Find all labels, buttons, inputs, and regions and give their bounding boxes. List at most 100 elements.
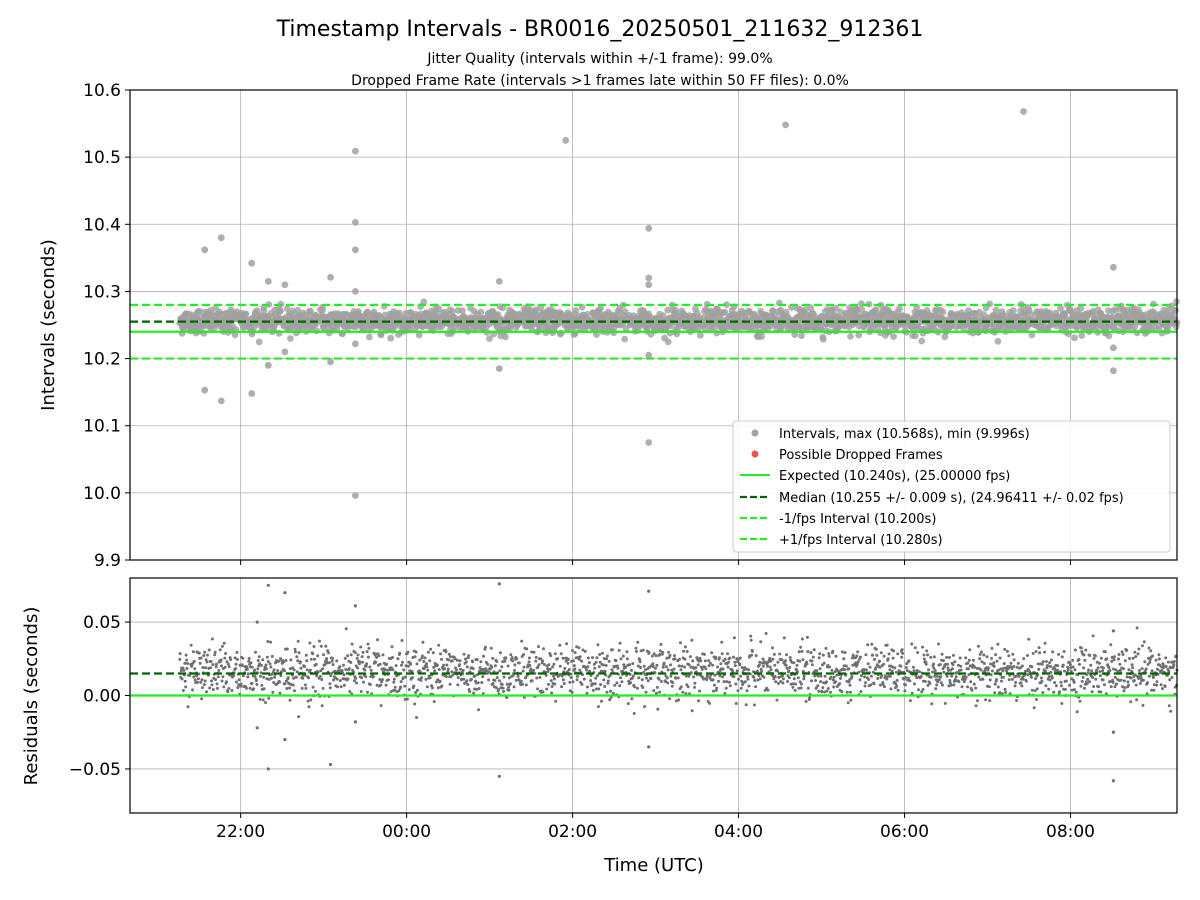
residual-point <box>771 646 774 650</box>
residual-point <box>237 678 241 682</box>
residual-point <box>269 665 273 669</box>
residual-point <box>595 674 599 678</box>
residual-point <box>677 664 681 668</box>
residual-point <box>1119 678 1123 682</box>
residual-point <box>276 669 280 673</box>
residual-point <box>325 657 329 661</box>
residual-point <box>711 678 715 682</box>
residual-point <box>551 665 555 669</box>
residual-point <box>605 654 609 658</box>
interval-point <box>365 333 373 341</box>
bottom-panel-y-axis-label: Residuals (seconds) <box>21 607 42 786</box>
residual-point <box>654 654 658 658</box>
residual-point <box>685 650 689 653</box>
legend-entry-dropped: Possible Dropped Frames <box>779 448 943 463</box>
residual-point <box>945 674 949 678</box>
residual-point <box>977 675 981 679</box>
residual-point <box>437 668 441 671</box>
interval-point <box>721 308 729 316</box>
residual-point <box>495 660 499 663</box>
residual-point <box>577 646 581 650</box>
residual-point <box>415 716 418 719</box>
residual-point <box>1163 685 1167 688</box>
residual-point <box>874 666 878 670</box>
residual-point <box>361 650 365 654</box>
interval-outlier-point <box>352 147 359 155</box>
legend-entry-median: Median (10.255 +/- 0.009 s), (24.96411 +… <box>779 491 1124 506</box>
residual-point <box>224 652 228 655</box>
residual-point <box>951 653 955 657</box>
residual-point <box>940 652 944 656</box>
residual-point <box>575 678 579 682</box>
residual-point <box>335 659 339 663</box>
residual-point <box>964 675 968 679</box>
residual-point <box>379 683 383 687</box>
residual-point <box>753 679 757 682</box>
residual-point <box>330 659 334 663</box>
residual-point <box>556 657 559 661</box>
residual-point <box>525 647 529 651</box>
residual-point <box>250 681 254 685</box>
residual-point <box>1137 647 1141 651</box>
residual-point <box>368 665 372 669</box>
residual-point <box>426 650 430 654</box>
residual-point <box>738 663 742 667</box>
residual-point <box>1064 679 1068 683</box>
residual-point <box>864 681 867 685</box>
residual-point <box>561 678 565 682</box>
residual-point <box>419 678 423 682</box>
residual-point <box>893 666 897 670</box>
residual-point <box>892 649 896 653</box>
residual-point <box>295 655 299 659</box>
residual-point <box>607 659 611 663</box>
residual-point <box>633 685 637 689</box>
residual-point <box>610 668 614 672</box>
residual-point <box>253 668 257 672</box>
residual-point <box>869 674 873 678</box>
x-tick-label: 00:00 <box>382 822 431 842</box>
residual-point <box>309 657 313 661</box>
residual-point <box>269 640 272 644</box>
residual-point <box>256 659 260 662</box>
residual-point <box>448 682 452 686</box>
residual-point <box>223 656 227 660</box>
residual-point <box>288 686 291 690</box>
residual-point <box>764 632 768 635</box>
residual-point <box>1083 686 1086 690</box>
residual-point <box>843 651 847 655</box>
x-axis-label: Time (UTC) <box>603 855 704 876</box>
interval-point <box>195 307 203 315</box>
residual-point <box>671 681 675 685</box>
residual-point <box>378 678 382 681</box>
residual-point <box>1123 686 1127 690</box>
residual-point <box>336 685 340 689</box>
residual-point <box>1089 663 1093 667</box>
residual-point <box>278 680 282 684</box>
residual-point <box>754 685 758 689</box>
residual-point <box>601 663 605 667</box>
residual-point <box>680 664 684 668</box>
residual-point <box>1122 679 1126 683</box>
residual-point <box>689 671 693 675</box>
residual-point <box>339 685 343 689</box>
residual-point <box>609 689 613 693</box>
residual-point <box>409 662 413 666</box>
residual-point <box>504 656 508 660</box>
residual-point <box>1015 665 1019 669</box>
residual-point <box>972 682 976 686</box>
residual-outlier-point <box>283 591 287 595</box>
chart-subtitle-dropped: Dropped Frame Rate (intervals >1 frames … <box>351 73 849 89</box>
residual-point <box>454 668 458 672</box>
residual-point <box>722 680 726 684</box>
residual-point <box>912 669 916 673</box>
residual-point <box>1115 682 1119 686</box>
residual-point <box>866 662 870 666</box>
residual-outlier-point <box>647 589 651 593</box>
residual-point <box>616 666 620 670</box>
residual-point <box>626 702 630 706</box>
interval-point <box>855 331 863 339</box>
residual-point <box>265 655 269 659</box>
residual-point <box>199 656 203 660</box>
residual-point <box>258 697 262 701</box>
